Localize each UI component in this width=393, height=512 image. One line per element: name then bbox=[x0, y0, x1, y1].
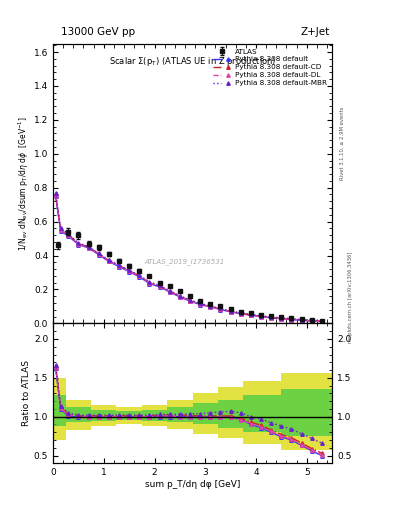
Text: ATLAS_2019_I1736531: ATLAS_2019_I1736531 bbox=[144, 259, 224, 265]
Y-axis label: 1/N$_{\mathrm{ev}}$ dN$_{\mathrm{ev}}$/dsum p$_\mathrm{T}$/d$\eta$ d$\phi$  [GeV: 1/N$_{\mathrm{ev}}$ dN$_{\mathrm{ev}}$/d… bbox=[17, 116, 31, 251]
Legend: ATLAS, Pythia 8.308 default, Pythia 8.308 default-CD, Pythia 8.308 default-DL, P: ATLAS, Pythia 8.308 default, Pythia 8.30… bbox=[211, 46, 330, 89]
Text: Scalar $\Sigma$(p$_\mathrm{T}$) (ATLAS UE in Z production): Scalar $\Sigma$(p$_\mathrm{T}$) (ATLAS U… bbox=[109, 55, 276, 68]
Text: Z+Jet: Z+Jet bbox=[301, 27, 330, 37]
Y-axis label: Ratio to ATLAS: Ratio to ATLAS bbox=[22, 360, 31, 426]
Text: mcplots.cern.ch [arXiv:1306.3436]: mcplots.cern.ch [arXiv:1306.3436] bbox=[348, 251, 353, 343]
X-axis label: sum p_T/dη dφ [GeV]: sum p_T/dη dφ [GeV] bbox=[145, 480, 240, 489]
Text: Rivet 3.1.10, ≥ 2.9M events: Rivet 3.1.10, ≥ 2.9M events bbox=[340, 106, 345, 180]
Text: 13000 GeV pp: 13000 GeV pp bbox=[61, 27, 135, 37]
